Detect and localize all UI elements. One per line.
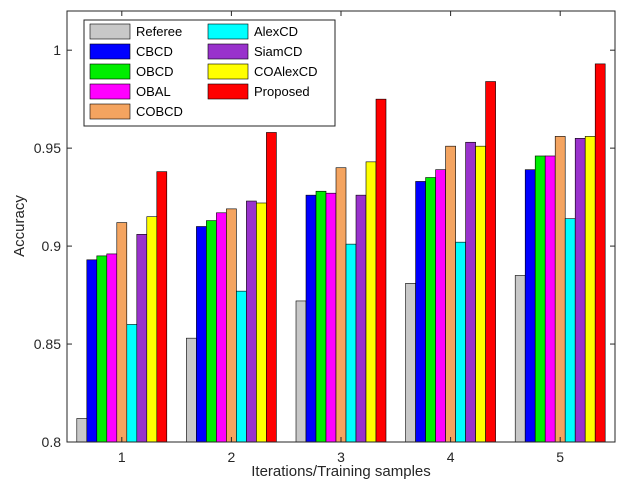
x-tick-label: 2 xyxy=(228,449,236,465)
legend-swatch-proposed xyxy=(207,83,249,100)
bar-alexcd-4 xyxy=(455,241,466,443)
bar-siamcd-5 xyxy=(574,138,586,443)
legend-label-alexcd: AlexCD xyxy=(254,24,298,39)
bar-coalexcd-3 xyxy=(365,161,377,443)
bar-obcd-4 xyxy=(425,177,436,443)
bar-cbcd-1 xyxy=(86,259,98,443)
legend-swatch-alexcd xyxy=(207,23,249,40)
bar-obal-1 xyxy=(106,253,118,443)
bar-siamcd-1 xyxy=(136,234,148,443)
bar-cobcd-4 xyxy=(445,145,456,443)
bar-proposed-2 xyxy=(266,132,277,443)
bar-cbcd-3 xyxy=(305,194,317,443)
bar-obal-2 xyxy=(216,212,227,443)
legend: Referee CBCD OBCD OBAL COBCD AlexCD SiamCD COAl… xyxy=(83,19,336,127)
legend-swatch-cbcd xyxy=(89,43,131,60)
legend-label-obcd: OBCD xyxy=(136,64,174,79)
bar-coalexcd-2 xyxy=(256,202,267,443)
bar-proposed-4 xyxy=(485,81,496,443)
y-tick-label: 0.85 xyxy=(34,336,61,352)
y-tick-label: 0.8 xyxy=(42,434,62,450)
x-axis-label: Iterations/Training samples xyxy=(251,463,431,480)
bar-referee-2 xyxy=(186,337,197,443)
x-tick-label: 3 xyxy=(337,449,345,465)
bar-cobcd-2 xyxy=(226,208,237,443)
bar-coalexcd-5 xyxy=(584,136,596,443)
legend-label-coalexcd: COAlexCD xyxy=(254,64,318,79)
bar-coalexcd-4 xyxy=(475,145,486,443)
bar-coalexcd-1 xyxy=(146,216,158,443)
y-tick-label: 1 xyxy=(53,42,61,58)
bar-cobcd-3 xyxy=(335,167,347,443)
bar-obal-5 xyxy=(544,155,556,443)
legend-swatch-obcd xyxy=(89,63,131,80)
legend-label-cbcd: CBCD xyxy=(136,44,173,59)
bar-obcd-5 xyxy=(534,155,546,443)
y-tick-label: 0.9 xyxy=(42,238,62,254)
legend-swatch-siamcd xyxy=(207,43,249,60)
legend-label-siamcd: SiamCD xyxy=(254,44,302,59)
bar-obal-3 xyxy=(325,192,337,443)
bar-alexcd-3 xyxy=(345,243,357,443)
y-axis-label: Accuracy xyxy=(11,195,28,257)
y-axis: 0.8 0.85 0.9 0.95 1 xyxy=(34,42,615,450)
bar-cobcd-5 xyxy=(554,136,566,443)
bar-proposed-3 xyxy=(375,98,387,443)
bar-siamcd-4 xyxy=(465,141,476,443)
legend-label-referee: Referee xyxy=(136,24,182,39)
bar-proposed-5 xyxy=(594,63,606,443)
bar-cbcd-2 xyxy=(196,226,207,443)
legend-swatch-obal xyxy=(89,83,131,100)
bar-proposed-1 xyxy=(156,171,168,443)
x-tick-label: 4 xyxy=(447,449,455,465)
bar-alexcd-5 xyxy=(564,218,576,443)
legend-swatch-cobcd xyxy=(89,103,131,120)
x-axis: 1 2 3 4 5 xyxy=(118,11,564,465)
bar-cobcd-1 xyxy=(116,222,128,443)
bar-obal-4 xyxy=(435,169,446,443)
bar-obcd-1 xyxy=(96,255,108,443)
x-tick-label: 1 xyxy=(118,449,126,465)
bar-referee-5 xyxy=(514,275,526,443)
bar-siamcd-2 xyxy=(246,200,257,443)
y-tick-label: 0.95 xyxy=(34,140,61,156)
legend-swatch-referee xyxy=(89,23,131,40)
bar-alexcd-2 xyxy=(236,290,247,443)
bar-referee-4 xyxy=(405,283,416,443)
bar-obcd-2 xyxy=(206,220,217,443)
bar-referee-3 xyxy=(295,300,307,443)
bar-cbcd-4 xyxy=(415,181,426,443)
legend-swatch-coalexcd xyxy=(207,63,249,80)
bar-alexcd-1 xyxy=(126,324,138,443)
bar-siamcd-3 xyxy=(355,194,367,443)
legend-label-proposed: Proposed xyxy=(254,84,310,99)
bar-referee-1 xyxy=(76,418,88,443)
legend-label-cobcd: COBCD xyxy=(136,104,183,119)
bar-cbcd-5 xyxy=(524,169,536,443)
bar-obcd-3 xyxy=(315,190,327,443)
legend-label-obal: OBAL xyxy=(136,84,171,99)
x-tick-label: 5 xyxy=(556,449,564,465)
